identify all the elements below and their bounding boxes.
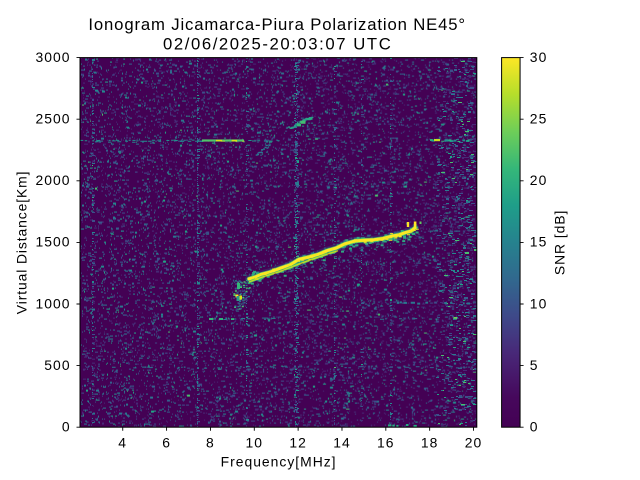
svg-text:14: 14 bbox=[333, 435, 351, 451]
svg-text:10: 10 bbox=[246, 435, 264, 451]
svg-text:1000: 1000 bbox=[35, 295, 70, 311]
svg-text:2500: 2500 bbox=[35, 111, 70, 127]
svg-text:Ionogram Jicamarca-Piura Polar: Ionogram Jicamarca-Piura Polarization NE… bbox=[88, 15, 466, 34]
svg-text:25: 25 bbox=[530, 111, 548, 127]
svg-text:16: 16 bbox=[377, 435, 395, 451]
svg-text:18: 18 bbox=[421, 435, 439, 451]
svg-text:2000: 2000 bbox=[35, 172, 70, 188]
svg-text:0: 0 bbox=[530, 419, 539, 435]
svg-text:1500: 1500 bbox=[35, 234, 70, 250]
svg-text:Frequency[MHz]: Frequency[MHz] bbox=[221, 453, 337, 469]
svg-text:30: 30 bbox=[530, 49, 548, 65]
svg-text:SNR [dB]: SNR [dB] bbox=[552, 210, 568, 276]
svg-text:6: 6 bbox=[162, 435, 171, 451]
svg-text:Virtual Distance[Km]: Virtual Distance[Km] bbox=[14, 171, 30, 315]
svg-text:4: 4 bbox=[118, 435, 127, 451]
svg-text:10: 10 bbox=[530, 295, 548, 311]
svg-text:8: 8 bbox=[206, 435, 215, 451]
svg-text:15: 15 bbox=[530, 234, 548, 250]
svg-text:20: 20 bbox=[530, 172, 548, 188]
svg-text:0: 0 bbox=[62, 419, 71, 435]
svg-text:500: 500 bbox=[44, 357, 70, 373]
svg-text:12: 12 bbox=[289, 435, 307, 451]
svg-text:5: 5 bbox=[530, 357, 539, 373]
svg-text:02/06/2025-20:03:07 UTC: 02/06/2025-20:03:07 UTC bbox=[163, 34, 392, 53]
svg-text:3000: 3000 bbox=[35, 49, 70, 65]
svg-text:20: 20 bbox=[465, 435, 483, 451]
